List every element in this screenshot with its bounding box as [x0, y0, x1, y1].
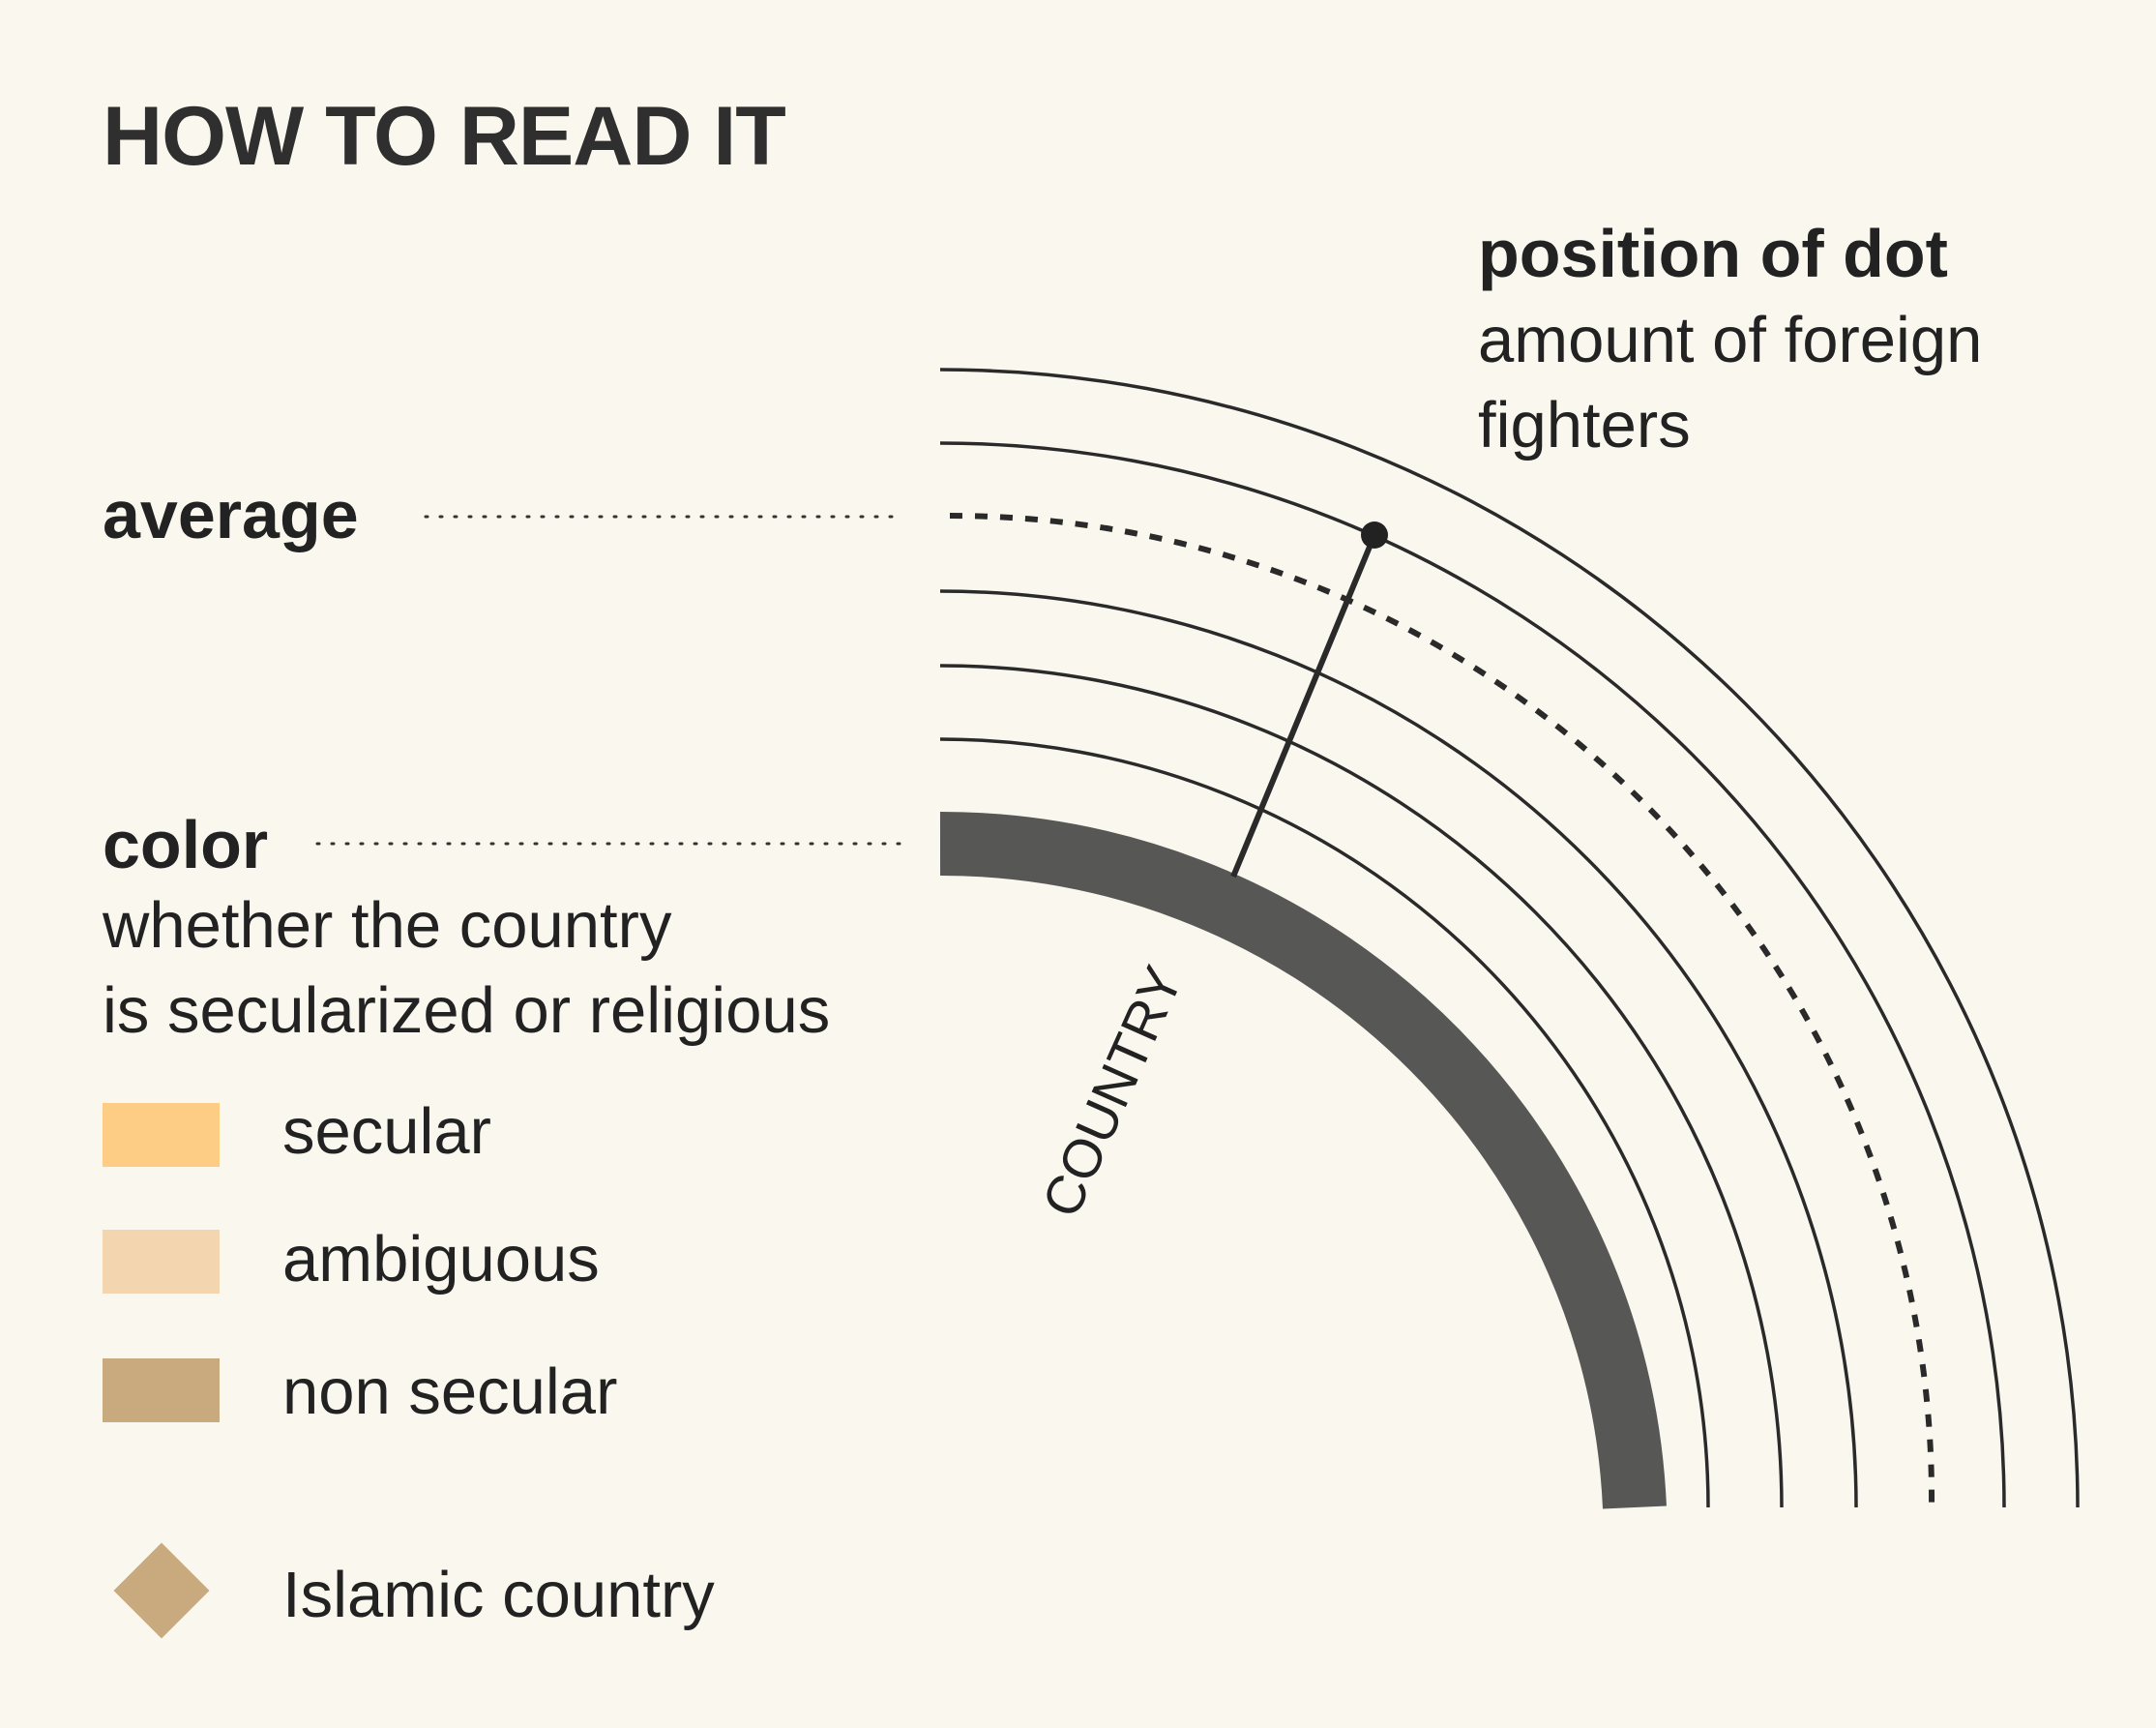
- country-label: COUNTRY: [1030, 957, 1195, 1226]
- ring-3: [939, 589, 1858, 1508]
- average-label: average: [103, 477, 359, 552]
- islamic-country-label: Islamic country: [282, 1559, 715, 1631]
- legend-label-secular: secular: [282, 1095, 491, 1168]
- country-band-arc: [939, 811, 1667, 1509]
- ring-2: [939, 664, 1784, 1508]
- ring-6: [939, 368, 2080, 1508]
- legend-swatch-secular: [103, 1103, 220, 1167]
- position-label: position of dot: [1478, 216, 1948, 291]
- ring-5: [939, 441, 2006, 1508]
- position-desc-line-2: fighters: [1478, 389, 1691, 462]
- average-ring: [949, 513, 1935, 1508]
- legend-label-ambiguous: ambiguous: [282, 1223, 600, 1296]
- legend-label-non-secular: non secular: [282, 1356, 618, 1428]
- color-label: color: [103, 807, 269, 882]
- legend-swatch-non-secular: [103, 1358, 220, 1422]
- legend-swatch-ambiguous: [103, 1230, 220, 1294]
- position-desc-line-1: amount of foreign: [1478, 304, 1983, 376]
- fighters-dot: [1361, 521, 1388, 549]
- color-desc-line-2: is secularized or religious: [103, 974, 831, 1047]
- ring-1: [939, 737, 1710, 1508]
- page-title: HOW TO READ IT: [103, 90, 786, 183]
- color-desc-line-1: whether the country: [103, 889, 672, 962]
- country-spoke-line: [1230, 533, 1377, 879]
